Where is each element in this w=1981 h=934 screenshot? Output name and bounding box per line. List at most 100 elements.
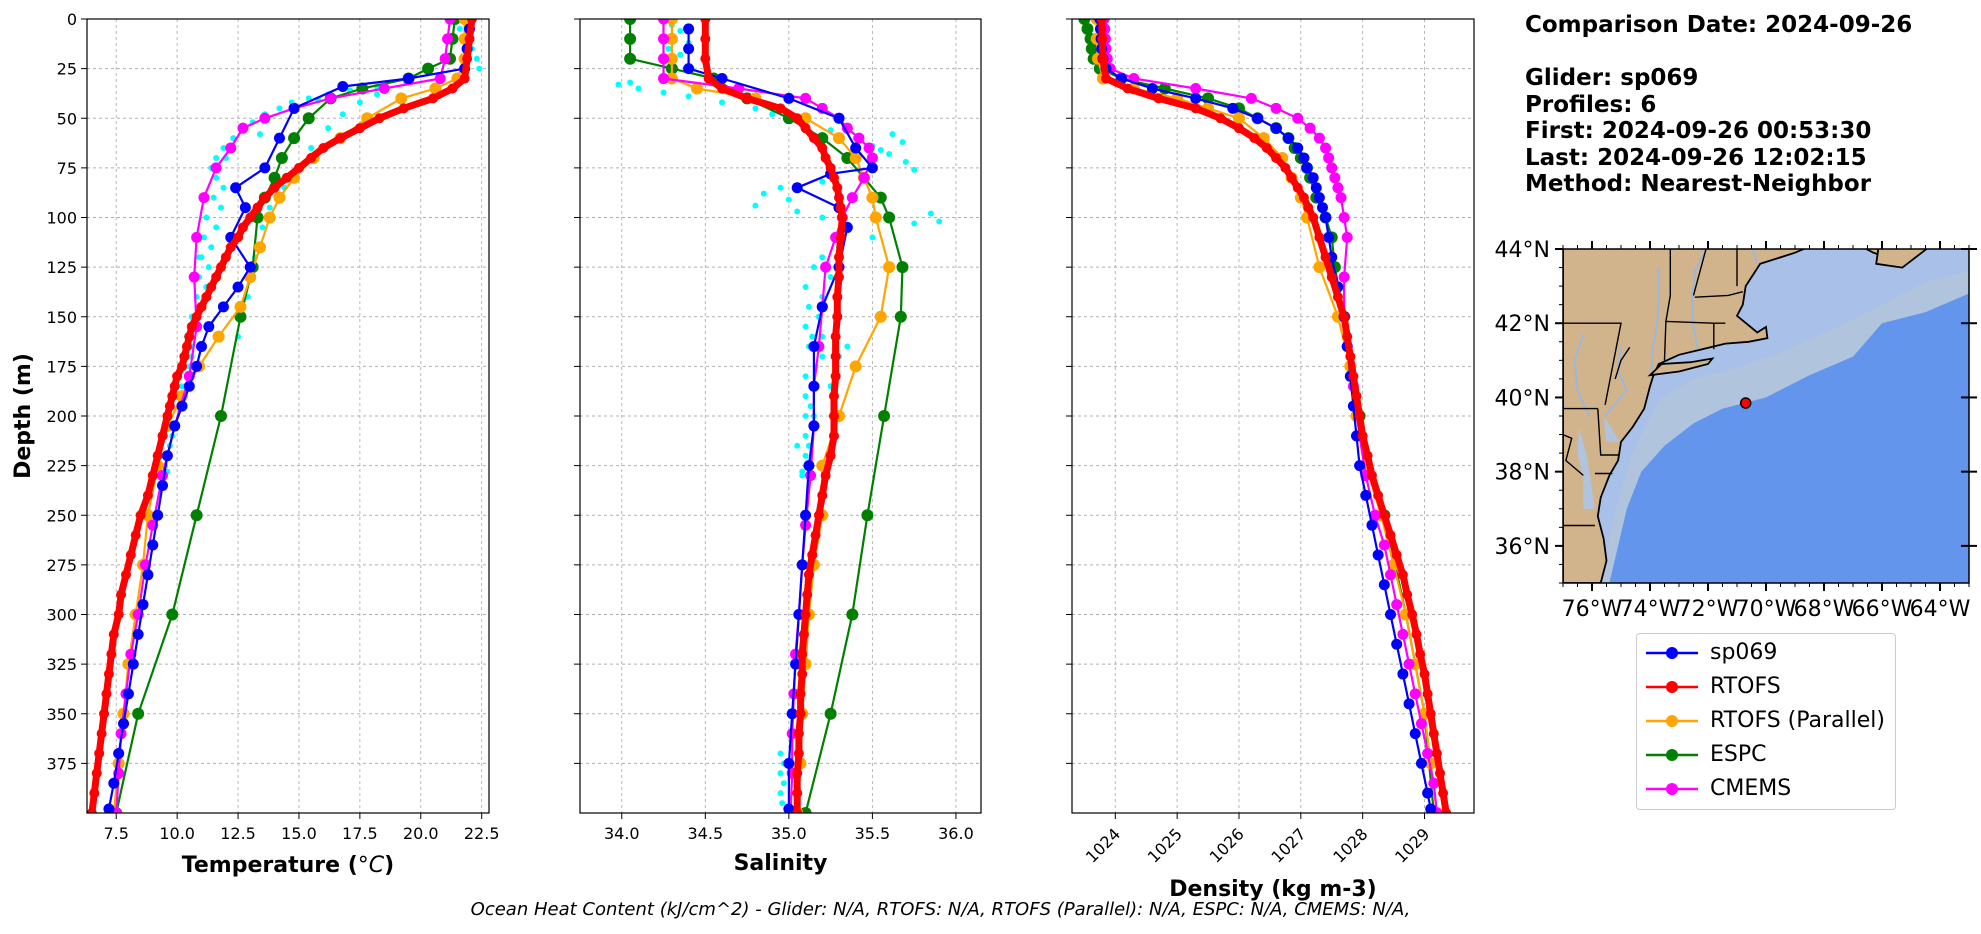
series-point bbox=[234, 310, 247, 323]
series-point bbox=[866, 152, 878, 164]
series-point bbox=[795, 708, 806, 719]
x-tick-label: 7.5 bbox=[104, 824, 129, 843]
series-point bbox=[866, 191, 879, 204]
glider-scatter-point bbox=[213, 154, 220, 161]
series-point bbox=[269, 182, 280, 193]
series-point bbox=[1320, 252, 1331, 263]
series-point bbox=[783, 757, 795, 769]
glider-scatter-point bbox=[777, 750, 784, 757]
series-point bbox=[624, 52, 637, 65]
series-point bbox=[1292, 182, 1303, 193]
series-point bbox=[252, 202, 263, 213]
legend-item-rtofs-parallel: RTOFS (Parallel) bbox=[1637, 706, 1895, 736]
series-point bbox=[1122, 83, 1133, 94]
series-point bbox=[273, 191, 286, 204]
series-point bbox=[1101, 73, 1112, 84]
series-point bbox=[1403, 698, 1415, 710]
series-point bbox=[1313, 192, 1325, 204]
series-point bbox=[1403, 658, 1415, 670]
state-border bbox=[1563, 433, 1584, 476]
series-point bbox=[113, 609, 124, 620]
series-point bbox=[805, 470, 817, 482]
series-point bbox=[703, 73, 714, 84]
y-axis-label: Depth (m) bbox=[11, 353, 36, 479]
series-point bbox=[1320, 142, 1332, 154]
glider-scatter-point bbox=[760, 190, 767, 197]
series-point bbox=[273, 132, 285, 144]
temperature-panel: 0 25 50 75 100 125 150 175 200 225 250 275 300 325 350… bbox=[11, 10, 500, 878]
series-point bbox=[849, 151, 862, 164]
series-point bbox=[1252, 112, 1264, 124]
series-point bbox=[1308, 212, 1319, 223]
series-point bbox=[1153, 93, 1164, 104]
x-tick-label: 34.0 bbox=[604, 824, 640, 843]
x-tick-label: 17.5 bbox=[342, 824, 378, 843]
series-point bbox=[791, 182, 803, 194]
glider-scatter-point bbox=[777, 790, 784, 797]
series-point bbox=[1190, 82, 1202, 94]
glider-scatter-point bbox=[802, 432, 809, 439]
series-point bbox=[108, 629, 119, 640]
series-point bbox=[1215, 113, 1226, 124]
series-point bbox=[1245, 92, 1257, 104]
series-point bbox=[132, 628, 144, 640]
series-point bbox=[1372, 549, 1384, 561]
legend-swatch-dot bbox=[1666, 783, 1678, 795]
glider-scatter-point bbox=[220, 145, 227, 152]
legend-marker bbox=[1646, 681, 1698, 693]
series-point bbox=[700, 33, 711, 44]
glider-scatter-point bbox=[276, 105, 283, 112]
glider-scatter-point bbox=[665, 45, 672, 52]
series-point bbox=[398, 103, 409, 114]
glider-scatter-point bbox=[780, 780, 787, 787]
glider-scatter-point bbox=[886, 150, 893, 157]
series-point bbox=[245, 212, 256, 223]
glider-scatter-point bbox=[819, 214, 826, 221]
series-point bbox=[306, 152, 317, 163]
series-point bbox=[665, 32, 678, 45]
series-point bbox=[833, 112, 845, 124]
series-point bbox=[1097, 53, 1108, 64]
series-point bbox=[169, 420, 181, 432]
series-point bbox=[101, 688, 112, 699]
series-point bbox=[1097, 33, 1108, 44]
long-island bbox=[1647, 357, 1715, 377]
series-point bbox=[444, 19, 456, 25]
series-point bbox=[434, 73, 446, 85]
series-point bbox=[817, 143, 828, 154]
series-point bbox=[1313, 261, 1326, 274]
series-line bbox=[88, 19, 476, 813]
series-point bbox=[1271, 152, 1282, 163]
series-point bbox=[103, 803, 115, 813]
series-point bbox=[1391, 549, 1402, 560]
legend-label: ESPC bbox=[1710, 742, 1767, 767]
series-point bbox=[244, 261, 256, 273]
series-point bbox=[233, 232, 244, 243]
glider-scatter-point bbox=[911, 220, 918, 227]
series-point bbox=[1428, 777, 1440, 789]
lat-label: 40°N bbox=[1495, 386, 1550, 411]
series-point bbox=[1320, 212, 1332, 223]
legend: sp069 RTOFS RTOFS (Parallel) ESPC CMEMS bbox=[1636, 633, 1896, 810]
series-point bbox=[783, 92, 795, 104]
series-point bbox=[802, 589, 813, 600]
series-point bbox=[259, 162, 271, 174]
series-point bbox=[742, 93, 753, 104]
lon-label: 68°W bbox=[1794, 597, 1855, 622]
glider-scatter-point bbox=[810, 264, 817, 271]
series-point bbox=[1282, 132, 1294, 144]
ohc-footer: Ocean Heat Content (kJ/cm^2) - Glider: N… bbox=[0, 899, 1981, 920]
series-point bbox=[1422, 688, 1433, 699]
glider-location-marker bbox=[1739, 397, 1752, 409]
axes-frame bbox=[579, 18, 982, 814]
series-point bbox=[211, 272, 222, 283]
series-point bbox=[800, 92, 812, 104]
series-point bbox=[1422, 787, 1434, 799]
series-point bbox=[869, 211, 882, 224]
lat-label: 42°N bbox=[1495, 312, 1550, 337]
glider-scatter-point bbox=[802, 283, 809, 290]
series-point bbox=[1342, 331, 1353, 342]
series-rtofs-parallel bbox=[107, 19, 471, 813]
series-point bbox=[113, 747, 125, 759]
series-point bbox=[1391, 599, 1403, 611]
